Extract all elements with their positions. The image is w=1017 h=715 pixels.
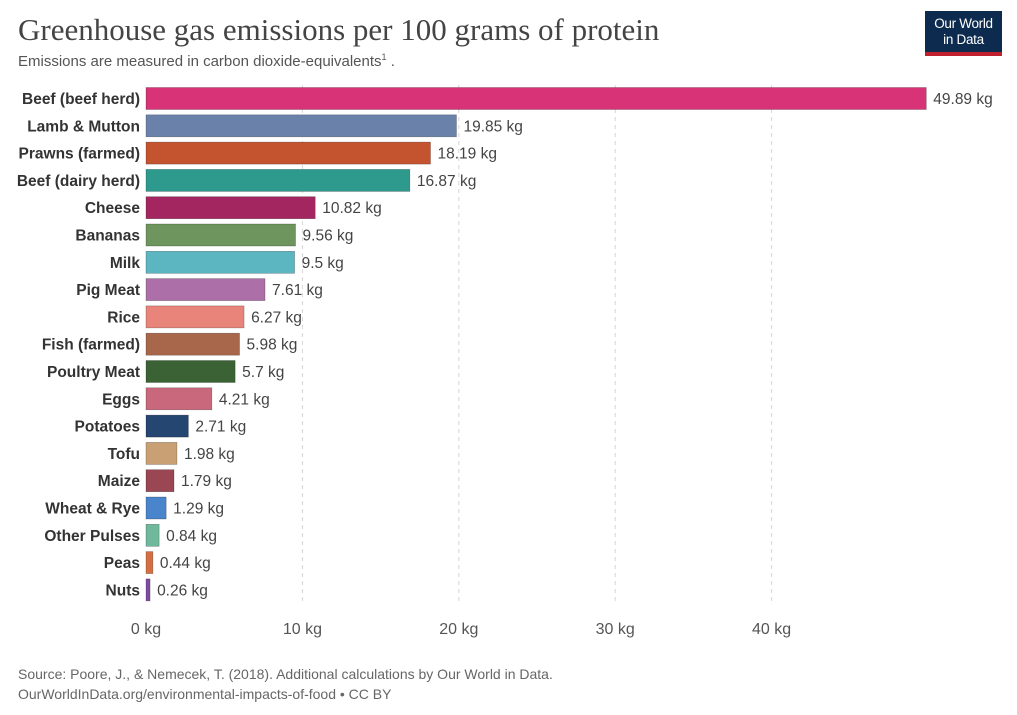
x-tick-label: 30 kg	[596, 621, 635, 638]
value-label: 18.19 kg	[437, 146, 496, 163]
category-label: Peas	[104, 555, 140, 572]
category-label: Fish (farmed)	[42, 337, 140, 354]
footer-link-line: OurWorldInData.org/environmental-impacts…	[18, 684, 553, 704]
bar[interactable]	[145, 442, 178, 465]
x-tick-label: 40 kg	[752, 621, 791, 638]
value-label: 10.82 kg	[322, 200, 381, 217]
category-label: Wheat & Rye	[45, 501, 140, 518]
value-label: 6.27 kg	[251, 309, 302, 326]
bar[interactable]	[145, 141, 431, 165]
bar[interactable]	[145, 278, 266, 301]
value-label: 9.5 kg	[302, 255, 344, 272]
bar[interactable]	[145, 523, 160, 547]
bar[interactable]	[145, 251, 295, 274]
bar[interactable]	[145, 223, 296, 247]
value-label: 0.44 kg	[160, 555, 211, 572]
value-label: 16.87 kg	[417, 173, 476, 190]
category-label: Potatoes	[75, 419, 140, 436]
value-label: 5.98 kg	[247, 337, 298, 354]
category-label: Rice	[107, 309, 140, 326]
bar[interactable]	[145, 387, 213, 411]
bar[interactable]	[145, 87, 927, 110]
value-label: 0.84 kg	[166, 528, 217, 545]
value-label: 1.79 kg	[181, 473, 232, 490]
x-tick-label: 10 kg	[283, 621, 322, 638]
subtitle-text: Emissions are measured in carbon dioxide…	[18, 53, 382, 70]
logo-line-2: in Data	[943, 32, 984, 47]
owid-logo[interactable]: Our World in Data	[925, 11, 1002, 56]
value-label: 1.29 kg	[173, 501, 224, 518]
value-label: 1.98 kg	[184, 446, 235, 463]
bar-chart: Beef (beef herd) Lamb & Mutton Prawns (far…	[17, 85, 993, 638]
category-label: Poultry Meat	[47, 364, 140, 381]
bar[interactable]	[145, 551, 154, 574]
bar[interactable]	[145, 414, 189, 438]
bar[interactable]	[145, 332, 240, 356]
bar[interactable]	[145, 305, 245, 329]
bar[interactable]	[145, 114, 457, 138]
x-tick-label: 20 kg	[439, 621, 478, 638]
category-label: Prawns (farmed)	[19, 146, 140, 163]
source-url-link[interactable]: OurWorldInData.org/environmental-impacts…	[18, 686, 336, 702]
category-label: Beef (dairy herd)	[17, 173, 140, 190]
bar[interactable]	[145, 196, 316, 219]
value-label: 19.85 kg	[463, 118, 522, 135]
category-label: Bananas	[75, 228, 140, 245]
x-axis-tick-labels: 0 kg 10 kg 20 kg 30 kg 40 kg	[131, 621, 791, 638]
category-label: Cheese	[85, 200, 141, 217]
logo-line-1: Our World	[934, 16, 993, 31]
value-label: 9.56 kg	[303, 228, 354, 245]
value-labels: 49.89 kg 19.85 kg 18.19 kg 16.87 kg 10.82 kg…	[157, 91, 993, 599]
category-label: Milk	[110, 255, 141, 272]
license-text: • CC BY	[336, 686, 392, 702]
bars	[145, 87, 927, 602]
category-label: Eggs	[102, 391, 140, 408]
category-label: Other Pulses	[44, 528, 140, 545]
subtitle-end: .	[386, 53, 395, 70]
x-tick-label: 0 kg	[131, 621, 161, 638]
category-label: Pig Meat	[76, 282, 140, 299]
category-label: Beef (beef herd)	[22, 91, 140, 108]
value-label: 49.89 kg	[933, 91, 992, 108]
value-label: 5.7 kg	[242, 364, 284, 381]
bar[interactable]	[145, 169, 411, 192]
bar[interactable]	[145, 360, 236, 383]
bar[interactable]	[145, 469, 175, 493]
value-label: 2.71 kg	[195, 419, 246, 436]
source-note: Source: Poore, J., & Nemecek, T. (2018).…	[18, 666, 553, 682]
category-label: Lamb & Mutton	[27, 118, 140, 135]
footer: Source: Poore, J., & Nemecek, T. (2018).…	[18, 664, 553, 704]
value-label: 7.61 kg	[272, 282, 323, 299]
bar[interactable]	[145, 496, 167, 520]
category-label: Nuts	[106, 582, 140, 599]
subtitle-footnote-marker[interactable]: 1	[381, 52, 387, 62]
category-label: Tofu	[108, 446, 140, 463]
value-label: 0.26 kg	[157, 582, 208, 599]
category-labels: Beef (beef herd) Lamb & Mutton Prawns (far…	[17, 91, 141, 599]
bar[interactable]	[145, 578, 151, 602]
chart-subtitle: Emissions are measured in carbon dioxide…	[18, 52, 395, 70]
value-label: 4.21 kg	[219, 391, 270, 408]
category-label: Maize	[98, 473, 141, 490]
gridlines	[301, 85, 773, 604]
chart-title: Greenhouse gas emissions per 100 grams o…	[18, 12, 660, 47]
